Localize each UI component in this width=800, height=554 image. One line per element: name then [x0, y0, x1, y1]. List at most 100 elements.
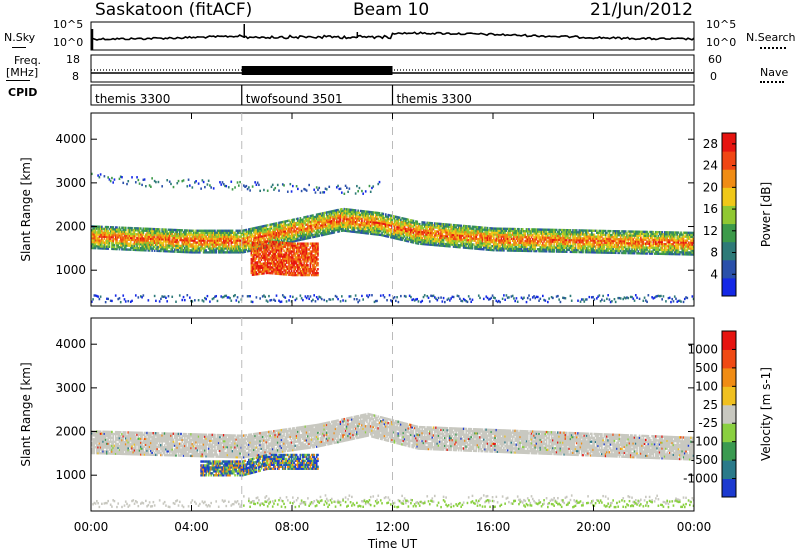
echo-cell: [302, 238, 304, 241]
echo-cell: [300, 246, 303, 249]
echo-cell: [253, 238, 255, 242]
echo-cell: [307, 273, 309, 277]
echo-cell: [437, 224, 440, 227]
echo-cell: [131, 246, 133, 249]
echo-cell: [209, 241, 211, 244]
echo-cell: [283, 230, 285, 233]
echo-cell: [256, 234, 259, 237]
echo-cell: [334, 227, 337, 230]
echo-cell: [420, 238, 422, 242]
echo-cell: [531, 238, 534, 241]
beam-title: Beam 10: [353, 0, 430, 20]
echo-cell: [103, 243, 106, 246]
echo-cell: [323, 231, 326, 234]
echo-cell: [275, 248, 278, 252]
echo-cell: [288, 219, 290, 222]
echo-cell: [387, 233, 390, 236]
echo-cell: [368, 210, 371, 214]
echo-cell: [506, 245, 509, 248]
echo-cell: [136, 237, 138, 240]
echo-cell: [314, 268, 317, 271]
echo-cell: [352, 228, 354, 231]
echo-cell: [114, 228, 117, 231]
echo-cell: [514, 235, 517, 239]
echo-cell: [344, 184, 347, 188]
echo-cell: [278, 245, 280, 248]
echo-cell: [366, 294, 368, 297]
echo-cell: [433, 226, 436, 229]
echo-cell: [235, 241, 238, 244]
echo-cell: [292, 264, 294, 267]
echo-cell: [297, 227, 299, 230]
echo-cell: [417, 226, 420, 230]
echo-cell: [464, 230, 466, 234]
echo-cell: [145, 247, 147, 250]
echo-cell: [464, 242, 466, 245]
echo-cell: [175, 238, 177, 242]
echo-cell: [317, 264, 319, 267]
echo-cell: [449, 235, 451, 238]
echo-cell: [510, 237, 513, 240]
echo-cell: [535, 238, 538, 241]
echo-cell: [386, 215, 388, 218]
echo-cell: [188, 245, 191, 248]
echo-cell: [359, 221, 362, 224]
echo-cell: [421, 225, 424, 228]
echo-cell: [231, 251, 234, 254]
echo-cell: [270, 260, 273, 263]
echo-cell: [278, 247, 280, 250]
echo-cell: [227, 239, 230, 242]
echo-cell: [284, 241, 287, 245]
echo-cell: [275, 258, 278, 262]
echo-cell: [196, 247, 199, 250]
echo-cell: [319, 216, 322, 219]
echo-cell: [496, 237, 499, 240]
echo-cell: [382, 222, 385, 225]
echo-cell: [489, 248, 491, 252]
echo-cell: [428, 227, 431, 231]
echo-cell: [431, 233, 434, 237]
echo-cell: [498, 227, 500, 230]
echo-cell: [153, 231, 156, 235]
echo-cell: [523, 231, 525, 235]
nsky-legend-line: [12, 47, 26, 48]
echo-cell: [328, 230, 331, 233]
echo-cell: [202, 247, 205, 250]
echo-cell: [103, 229, 106, 233]
echo-cell: [358, 219, 361, 222]
echo-cell: [299, 268, 302, 271]
echo-cell: [314, 246, 317, 249]
echo-cell: [534, 244, 537, 247]
echo-cell: [410, 236, 412, 240]
echo-cell: [298, 254, 300, 257]
echo-cell: [226, 237, 229, 240]
echo-cell: [427, 233, 430, 236]
echo-cell: [491, 227, 494, 230]
echo-cell: [330, 221, 333, 225]
echo-cell: [530, 232, 533, 235]
echo-cell: [196, 233, 199, 236]
echo-cell: [248, 245, 250, 249]
echo-cell: [325, 217, 328, 220]
echo-cell: [98, 233, 101, 236]
cpid-label: CPID: [8, 86, 38, 99]
echo-cell: [127, 230, 130, 234]
echo-cell: [354, 294, 357, 297]
echo-cell: [138, 241, 141, 244]
echo-cell: [428, 233, 431, 236]
echo-cell: [309, 234, 312, 237]
echo-cell: [281, 261, 284, 264]
echo-cell: [426, 227, 429, 230]
echo-cell: [222, 241, 225, 244]
echo-cell: [373, 231, 376, 234]
echo-cell: [415, 298, 417, 301]
echo-cell: [368, 222, 371, 225]
echo-cell: [113, 245, 116, 249]
echo-cell: [187, 243, 190, 246]
echo-cell: [290, 242, 293, 245]
echo-cell: [259, 256, 261, 260]
echo-cell: [395, 215, 397, 218]
echo-cell: [123, 248, 126, 251]
echo-cell: [170, 242, 172, 245]
echo-cell: [211, 297, 214, 301]
